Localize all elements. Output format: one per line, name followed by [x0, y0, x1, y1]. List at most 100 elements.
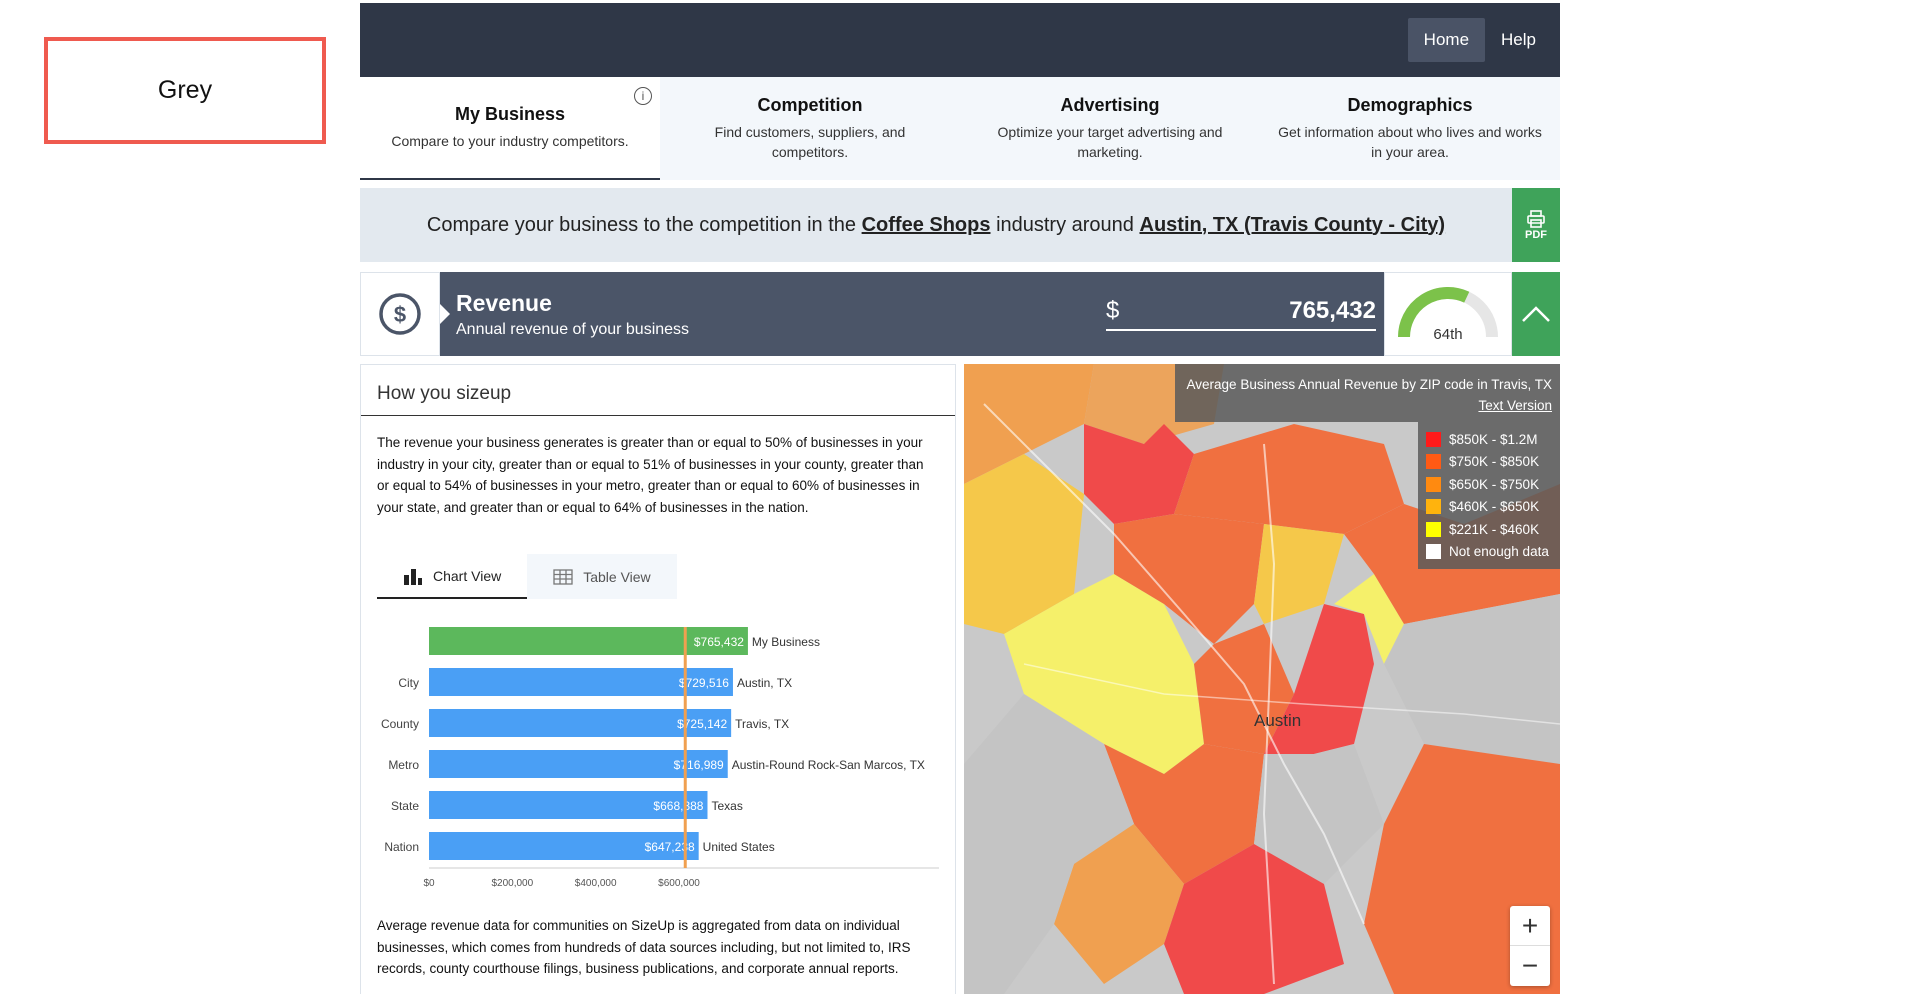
x-tick-label: $0	[423, 878, 435, 889]
zip-region	[1084, 424, 1194, 524]
road-line	[1262, 443, 1276, 985]
help-button[interactable]: Help	[1501, 30, 1536, 49]
legend-swatch	[1426, 521, 1441, 537]
text-version-link[interactable]: Text Version	[1478, 398, 1552, 413]
zip-region	[964, 454, 1084, 634]
compare-text: Compare your business to the competition…	[360, 214, 1560, 237]
bar-value-label: $647,238	[645, 840, 695, 854]
legend-swatch	[1426, 454, 1441, 470]
zip-region	[1334, 574, 1404, 664]
table-icon	[553, 568, 573, 585]
chart-bar[interactable]	[429, 709, 732, 737]
revenue-subtitle: Annual revenue of your business	[456, 320, 690, 338]
home-button[interactable]: Home	[1407, 18, 1486, 62]
zip-region	[1054, 824, 1184, 984]
legend-label: $221K - $460K	[1449, 521, 1540, 537]
zoom-in-button[interactable]: +	[1510, 906, 1550, 946]
tab-subtitle: Find customers, suppliers, and competito…	[714, 124, 906, 160]
zip-region	[1254, 524, 1344, 624]
tab-title: Demographics	[1347, 95, 1473, 115]
revenue-panel: Revenue Annual revenue of your business …	[440, 272, 1384, 356]
category-label: County	[381, 717, 419, 731]
info-icon[interactable]: i	[634, 87, 652, 105]
tab-competition[interactable]: Competition Find customers, suppliers, a…	[660, 77, 960, 180]
legend-label: $750K - $850K	[1449, 454, 1540, 470]
tab-advertising[interactable]: Advertising Optimize your target adverti…	[960, 77, 1260, 180]
bar-chart-icon	[404, 568, 422, 585]
revenue-row: $ Revenue Annual revenue of your busines…	[360, 272, 1560, 356]
sizeup-panel: How you sizeup The revenue your business…	[360, 364, 956, 994]
legend-label: Not enough data	[1449, 544, 1549, 560]
zip-region	[1004, 574, 1204, 774]
bar-chart-svg: $765,432 My Business $729,516 Austin, TX Cit…	[381, 627, 939, 889]
main-tabs: i My Business Compare to your industry c…	[360, 77, 1560, 180]
bar-value-label: $729,516	[679, 676, 729, 690]
zip-region	[1104, 744, 1264, 884]
industry-link[interactable]: Coffee Shops	[861, 213, 991, 236]
zip-region	[1194, 624, 1294, 754]
zip-region	[964, 364, 1094, 484]
legend-swatch	[1426, 499, 1441, 515]
top-navbar: Home Help	[360, 3, 1560, 77]
tab-chart-view[interactable]: Chart View	[377, 554, 528, 599]
tab-title: Competition	[757, 95, 863, 115]
data-note: Average revenue data for communities on …	[377, 918, 911, 976]
revenue-value[interactable]: 765,432	[1289, 297, 1376, 324]
chevron-up-icon	[1522, 306, 1550, 322]
dollar-circle-icon: $	[360, 272, 440, 356]
grey-label-box: Grey	[44, 37, 326, 144]
map-canvas[interactable]: Austin	[964, 364, 1560, 994]
legend-label: $650K - $750K	[1449, 476, 1540, 492]
map-legend: $850K - $1.2M $750K - $850K $650K - $750…	[1418, 422, 1560, 569]
zip-region	[1114, 514, 1264, 644]
compare-banner: Compare your business to the competition…	[360, 188, 1560, 262]
chart-bar[interactable]	[429, 750, 728, 778]
tab-table-view[interactable]: Table View	[527, 554, 677, 599]
tab-demographics[interactable]: Demographics Get information about who l…	[1260, 77, 1560, 180]
category-label: Metro	[388, 758, 419, 772]
zoom-out-button[interactable]: −	[1521, 950, 1539, 981]
legend-item: $750K - $850K	[1426, 451, 1552, 474]
collapse-button[interactable]	[1512, 272, 1560, 356]
zip-region	[964, 844, 1074, 994]
sizeup-description: The revenue your business generates is g…	[377, 435, 924, 515]
bar-place-label: Texas	[711, 799, 742, 813]
legend-item: Not enough data	[1426, 541, 1552, 564]
grey-label: Grey	[157, 76, 213, 104]
bar-place-label: Austin, TX	[737, 676, 792, 690]
pdf-button[interactable]: PDF	[1512, 188, 1560, 262]
percentile-gauge: 64th	[1384, 272, 1512, 356]
map-title: Average Business Annual Revenue by ZIP c…	[1186, 377, 1552, 392]
table-view-label: Table View	[583, 568, 651, 585]
bar-place-label: Austin-Round Rock-San Marcos, TX	[732, 758, 925, 772]
app-container: Home Help i My Business Compare to your …	[360, 3, 1560, 994]
chart-bar[interactable]	[429, 791, 708, 819]
gauge-fill	[1398, 287, 1470, 338]
revenue-input[interactable]: $ 765,432	[1106, 297, 1376, 331]
road-line	[1023, 663, 1560, 725]
tab-subtitle: Optimize your target advertising and mar…	[997, 124, 1223, 160]
bar-place-label: My Business	[752, 635, 820, 649]
tab-my-business[interactable]: i My Business Compare to your industry c…	[360, 77, 660, 180]
zip-region	[1174, 424, 1404, 534]
zoom-controls: + −	[1510, 906, 1550, 986]
tab-title: My Business	[454, 104, 566, 124]
legend-item: $650K - $750K	[1426, 473, 1552, 496]
svg-text:$: $	[394, 302, 406, 327]
bar-value-label: $765,432	[694, 635, 744, 649]
legend-item: $221K - $460K	[1426, 518, 1552, 541]
bar-place-label: Travis, TX	[735, 717, 789, 731]
revenue-map[interactable]: Austin Average Business Annual Revenue b…	[964, 364, 1560, 994]
chart-bar[interactable]	[429, 627, 748, 655]
chart-bar[interactable]	[429, 668, 733, 696]
category-label: City	[398, 676, 419, 690]
bar-value-label: $668,388	[653, 799, 703, 813]
sizeup-header: How you sizeup	[361, 365, 955, 416]
zip-region	[1264, 604, 1374, 754]
location-link[interactable]: Austin, TX (Travis County - City)	[1139, 213, 1446, 236]
map-title-box: Average Business Annual Revenue by ZIP c…	[1175, 364, 1560, 422]
printer-icon	[1527, 210, 1545, 228]
chart-bar[interactable]	[429, 832, 699, 860]
legend-swatch	[1426, 476, 1441, 492]
legend-label: $850K - $1.2M	[1449, 431, 1538, 447]
